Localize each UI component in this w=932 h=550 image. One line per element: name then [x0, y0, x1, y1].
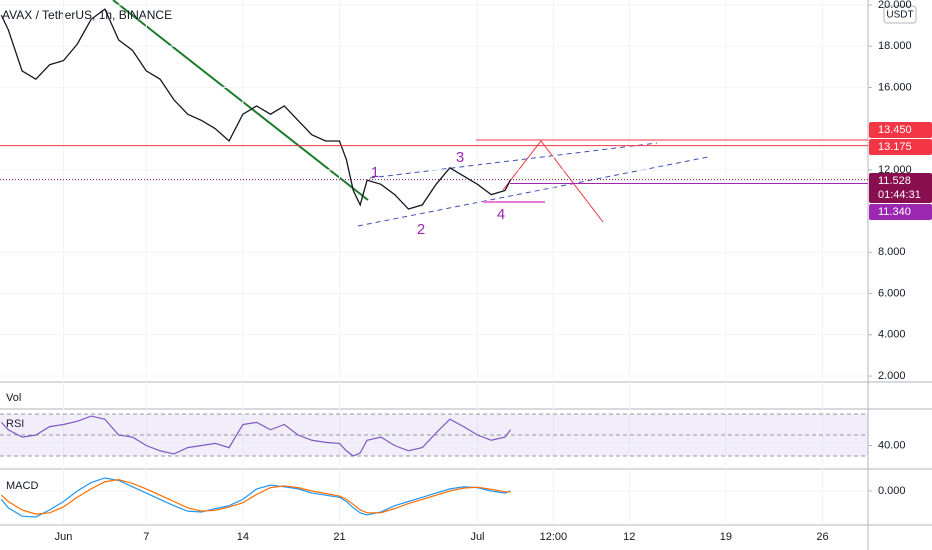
series-line: [0, 415, 512, 457]
y-tick-label: 40.00: [878, 439, 906, 451]
x-tick-label: 19: [720, 531, 732, 543]
currency-button[interactable]: [883, 5, 917, 24]
channel-line: [357, 156, 709, 227]
x-tick-label: Jun: [55, 531, 73, 543]
countdown: 01:44:31: [878, 189, 921, 201]
x-tick-label: Jul: [470, 531, 484, 543]
x-tick-label: 12: [623, 531, 635, 543]
series-line: [0, 477, 511, 518]
series-line: [0, 8, 512, 210]
pane-title: Vol: [6, 392, 21, 404]
y-tick-label: 8.000: [878, 246, 906, 258]
y-tick-label: 12.000: [878, 164, 912, 176]
price-label-box: [869, 139, 932, 155]
x-tick-label: 26: [816, 531, 828, 543]
series-line: [0, 479, 511, 515]
price-label-box: [869, 204, 932, 220]
currency-label[interactable]: USDT: [886, 10, 913, 21]
price-label: 11.340: [878, 206, 911, 218]
price-label-box: [869, 122, 932, 138]
price-label: 11.528: [878, 175, 911, 187]
x-tick-label: 14: [237, 531, 249, 543]
drawings: [112, 0, 709, 227]
price-label: 13.175: [878, 141, 912, 153]
channel-line: [369, 142, 658, 179]
y-tick-label: 6.000: [878, 287, 906, 299]
x-tick-label: 21: [333, 531, 345, 543]
projection: [502, 140, 604, 223]
x-tick-label: 12:00: [540, 531, 568, 543]
price-label: 13.450: [878, 124, 912, 136]
x-tick-label: 7: [143, 531, 149, 543]
pane-title: MACD: [6, 480, 38, 492]
price-label-box: [869, 173, 932, 203]
symbol-title: AVAX / TetherUS, 1h, BINANCE: [2, 8, 172, 22]
y-tick-label: 16.000: [878, 81, 912, 93]
wave-label: 3: [456, 149, 464, 166]
y-tick-label: 20.000: [878, 0, 912, 11]
y-tick-label: 4.000: [878, 329, 906, 341]
wave-label: 4: [497, 206, 505, 223]
y-tick-label: 2.000: [878, 370, 906, 382]
trend-line: [112, 0, 369, 201]
wave-label: 2: [417, 221, 425, 238]
y-tick-label: 0.000: [878, 485, 906, 497]
wave-label: 1: [371, 164, 379, 181]
y-tick-label: 18.000: [878, 40, 912, 52]
pane-title: RSI: [6, 418, 24, 430]
